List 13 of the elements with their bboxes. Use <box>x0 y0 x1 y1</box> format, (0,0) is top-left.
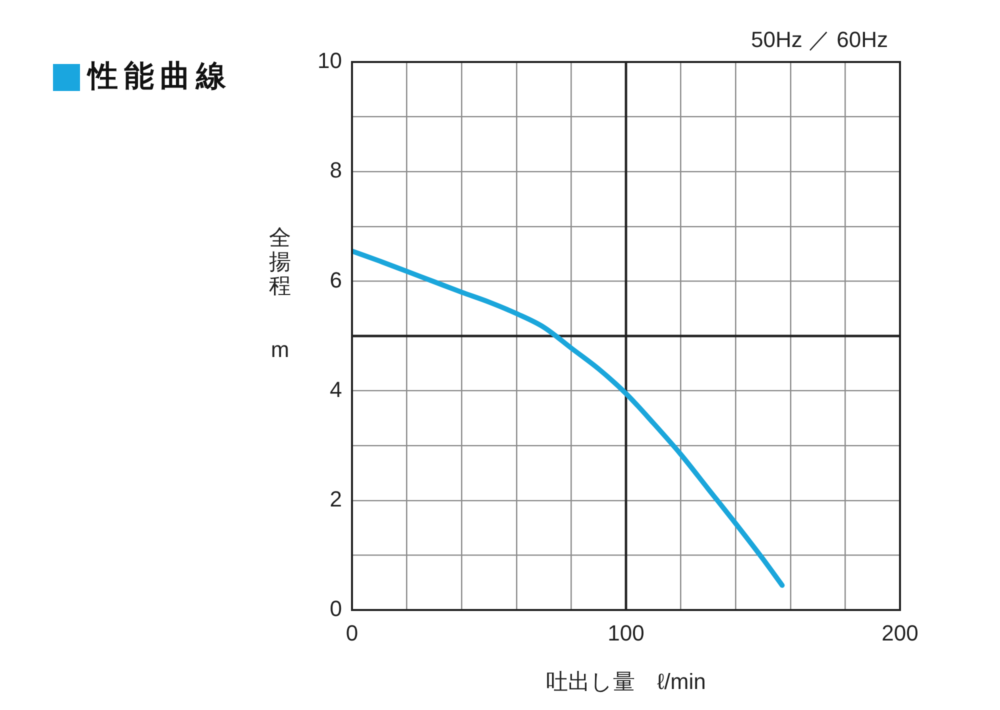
text: 全揚程 m <box>269 225 291 362</box>
y-tick-label: 4 <box>330 376 342 402</box>
y-tick-label: 0 <box>330 596 342 622</box>
y-tick-label: 2 <box>330 486 342 512</box>
x-tick-label: 0 <box>346 620 358 646</box>
y-tick-label: 10 <box>318 48 342 74</box>
y-tick-label: 6 <box>330 267 342 292</box>
chart-subtitle: 50Hz ／ 60Hz <box>751 26 888 54</box>
x-tick-label: 100 <box>608 620 644 646</box>
y-tick-label: 8 <box>330 158 342 183</box>
x-tick-label: 200 <box>882 620 918 646</box>
x-axis-title: 吐出し量 ℓ/min <box>546 668 706 694</box>
chart-title: 性能曲線 <box>88 59 232 95</box>
